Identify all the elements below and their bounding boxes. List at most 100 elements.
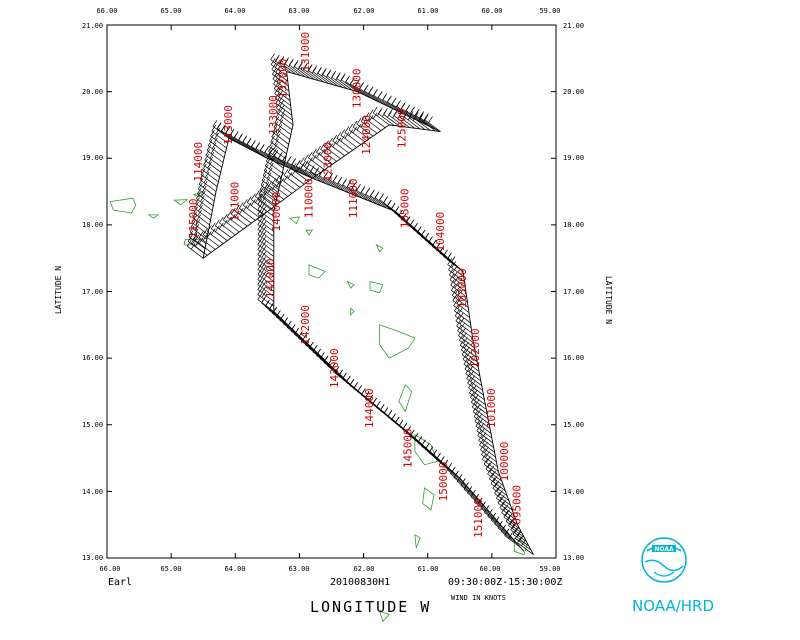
wind-barb-flag [475,419,481,427]
wind-barb-flag [257,293,263,300]
track-time-label: 121000 [229,182,242,222]
lat-tick-right: 18.00 [563,221,584,229]
wind-barb-flag [304,160,309,167]
wind-barb-flag [271,63,277,70]
wind-barb [503,516,521,530]
wind-barb-flag [264,181,270,189]
wind-barb [225,132,242,146]
wind-barb-flag [225,126,230,134]
wind-barb-flag [272,68,277,75]
track-time-label: 130000 [350,69,363,109]
wind-barb-flag [196,214,201,221]
wind-barb [257,229,275,242]
lon-axis-label: LONGITUDE W [310,598,431,616]
wind-barb [269,153,286,167]
wind-barb-flag [378,107,383,114]
wind-barb [356,190,373,203]
lon-tick-bottom: 61.00 [417,565,438,573]
wind-barb-flag [209,152,215,159]
wind-barb-flag [272,307,277,314]
wind-barb-flag [207,161,212,169]
wind-barb [303,68,320,82]
island-outline [398,384,413,413]
wind-barb-flag [257,273,263,280]
wind-barb-flag [316,146,321,153]
lat-tick-left: 18.00 [82,221,103,229]
wind-barb-flag [194,224,200,231]
wind-barb-flag [201,185,207,193]
wind-barb [374,197,392,210]
wind-barb [448,269,465,283]
track-time-label: 103000 [456,268,469,308]
wind-barb [328,143,345,157]
wind-barb-flag [290,324,296,332]
wind-barb-flag [202,181,208,188]
wind-barb-flag [279,56,285,63]
wind-barb [482,459,499,472]
wind-barb [257,274,275,287]
wind-barb-flag [480,427,486,434]
wind-barb-flag [462,353,468,360]
wind-barb [453,305,470,318]
lon-tick-top: 62.00 [353,7,374,15]
wind-barb-flag [221,124,226,131]
wind-barb-flag [234,131,239,138]
wind-barb-flag [360,187,365,194]
wind-barb-flag [242,135,248,142]
wind-barb-flag [332,140,337,147]
wind-barb-flag [277,124,283,131]
wind-barb-flag [199,173,205,180]
wind-barb [467,382,484,396]
wind-barb-flag [270,58,276,65]
wind-barb [186,245,204,259]
wind-barb-flag [330,363,336,370]
wind-barb-flag [261,261,267,268]
wind-barb-flag [278,119,284,126]
wind-barb [373,94,390,108]
wind-barb-flag [457,475,462,482]
wind-barb-flag [443,459,449,467]
lat-axis-label-right: LATITUDE N [604,276,613,324]
island-outline [305,229,314,236]
wind-barb-flag [276,129,281,136]
wind-barb-flag [272,126,277,133]
wind-barb [471,406,489,420]
wind-barb-flag [219,216,224,224]
wind-barb-flag [341,179,347,187]
wind-barb-flag [475,403,481,411]
wind-barb-flag [278,152,283,159]
wind-barb [403,116,421,130]
wind-barb-flag [308,157,313,164]
wind-barb-flag [202,234,208,241]
frame-ticks [106,24,557,559]
lat-ticks-right: 13.00 14.00 15.00 16.00 17.00 18.00 19.0… [563,22,584,562]
lon-tick-bottom: 59.00 [539,565,560,573]
wind-barb [460,349,478,363]
wind-barb [510,529,527,543]
wind-barb-flag [326,71,331,78]
wind-barb [251,146,268,159]
wind-barb [345,81,363,95]
wind-barb-flag [327,174,333,181]
track-time-label: 114000 [192,142,205,182]
wind-barb-flag [186,240,192,247]
wind-barb [284,63,301,76]
wind-barb [210,135,227,149]
wind-barb [282,159,300,173]
wind-barb [200,174,218,187]
island-outline [414,433,438,466]
wind-barb [408,117,426,130]
wind-barb-flag [223,219,228,227]
wind-barb-flag [210,147,216,154]
wind-barb-flag [363,85,368,92]
wind-barb-flag [257,253,263,260]
wind-barb-flag [349,78,355,85]
wind-barb-flag [261,206,267,213]
wind-barb-flag [336,132,342,139]
lat-tick-right: 14.00 [563,488,584,496]
wind-barb [320,149,337,162]
wind-barb-flag [414,109,419,117]
wind-barb-flag [235,205,240,212]
wind-barb-flag [257,258,263,265]
wind-barb [319,175,336,188]
